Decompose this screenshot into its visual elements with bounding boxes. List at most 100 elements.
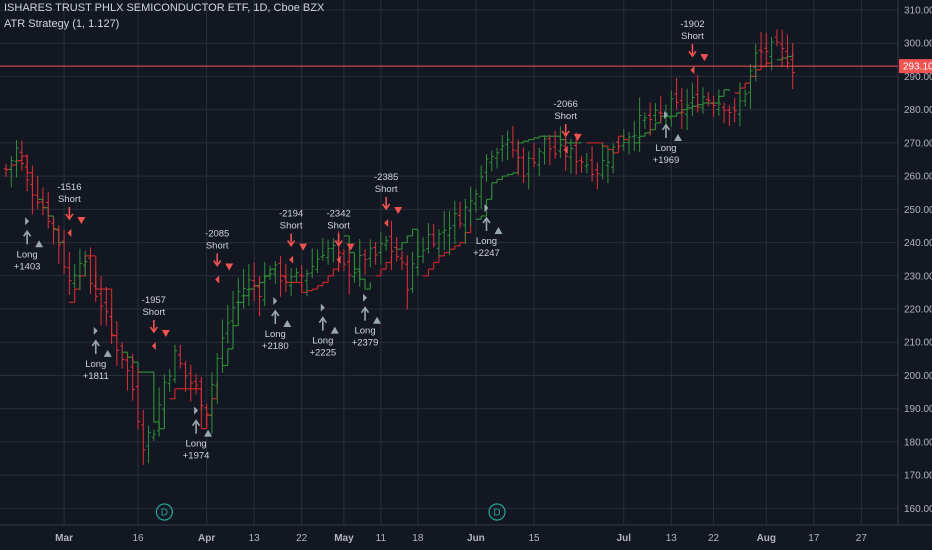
exit-flag-icon bbox=[151, 341, 156, 350]
x-tick-label: Jul bbox=[617, 533, 632, 544]
short-triangle-icon bbox=[394, 207, 403, 215]
long-arrowhead-icon bbox=[91, 339, 100, 347]
short-signal-loss: -1516 bbox=[57, 182, 81, 193]
long-arrowhead-icon bbox=[360, 306, 370, 314]
entry-flag-icon bbox=[320, 303, 325, 312]
dividend-marker[interactable]: D bbox=[488, 503, 506, 521]
y-tick-label: 170.00 bbox=[904, 471, 932, 482]
dividend-label: D bbox=[493, 508, 500, 519]
long-signal-profit: +2180 bbox=[262, 341, 289, 352]
long-signal[interactable]: Long+2379 bbox=[352, 293, 382, 349]
x-tick-label: 17 bbox=[808, 533, 820, 544]
long-signal-label: Long bbox=[476, 236, 497, 247]
indicator-title[interactable]: ATR Strategy (1, 1.127) bbox=[4, 18, 120, 30]
entry-flag-icon bbox=[93, 326, 98, 335]
long-triangle-icon bbox=[494, 226, 503, 234]
long-signal-profit: +1811 bbox=[83, 371, 109, 382]
x-tick-label: 13 bbox=[666, 533, 678, 544]
long-arrowhead-icon bbox=[318, 316, 327, 324]
y-tick-label: 270.00 bbox=[904, 138, 932, 149]
long-arrowhead-icon bbox=[191, 419, 201, 427]
long-triangle-icon bbox=[674, 133, 682, 141]
ohlc-bars bbox=[3, 29, 795, 465]
x-tick-label: 15 bbox=[528, 533, 540, 544]
long-arrowhead-icon bbox=[271, 309, 280, 317]
price-axis[interactable]: 160.00 170.00 180.00 190.00 200.00 210.00 220.… bbox=[897, 0, 932, 550]
long-triangle-icon bbox=[283, 320, 292, 328]
exit-flag-icon bbox=[563, 145, 568, 154]
long-signal[interactable]: Long+2180 bbox=[262, 297, 292, 352]
x-tick-label: May bbox=[334, 533, 354, 544]
x-tick-label: 18 bbox=[412, 533, 424, 544]
long-signal-label: Long bbox=[186, 439, 207, 450]
dividend-marker[interactable]: D bbox=[155, 503, 173, 521]
long-triangle-icon bbox=[103, 349, 112, 357]
short-triangle-icon bbox=[346, 243, 355, 251]
dividend-circle-icon bbox=[488, 503, 506, 521]
long-signal[interactable]: Long+1811 bbox=[83, 326, 112, 382]
short-signal-label: Short bbox=[280, 221, 303, 232]
y-tick-label: 250.00 bbox=[904, 205, 932, 216]
long-signal-profit: +2247 bbox=[473, 248, 500, 259]
y-tick-label: 260.00 bbox=[904, 172, 932, 183]
long-signal[interactable]: Long+2225 bbox=[309, 303, 339, 359]
long-signal[interactable]: Long+2247 bbox=[473, 203, 503, 259]
time-axis[interactable]: Mar 16 Apr 13 22 May 11 18 Jun 15 Jul 13 22 Aug 17 27 bbox=[0, 524, 932, 550]
dividend-circle-icon bbox=[155, 503, 173, 521]
long-triangle-icon bbox=[373, 316, 382, 324]
long-signal[interactable]: Long+1403 bbox=[14, 217, 44, 272]
long-triangle-icon bbox=[204, 429, 213, 437]
short-signal-loss: -1902 bbox=[680, 19, 704, 30]
y-tick-label: 240.00 bbox=[904, 238, 932, 249]
short-signal-label: Short bbox=[375, 184, 398, 195]
long-arrowhead-icon bbox=[482, 216, 491, 224]
y-tick-label: 230.00 bbox=[904, 271, 932, 282]
long-triangle-icon bbox=[330, 326, 339, 334]
price-axis-bg bbox=[898, 0, 932, 550]
x-tick-label: 16 bbox=[132, 533, 144, 544]
short-arrowhead-icon bbox=[334, 240, 343, 247]
exit-flag-icon bbox=[215, 275, 220, 284]
long-signal-profit: +1403 bbox=[14, 261, 41, 272]
short-arrowhead-icon bbox=[382, 203, 391, 211]
last-price-badge bbox=[899, 59, 932, 74]
y-tick-label: 290.00 bbox=[904, 72, 932, 83]
trade-signals[interactable]: Long+1403-1516ShortLong+1811-1957ShortLo… bbox=[14, 19, 709, 462]
x-tick-label: 11 bbox=[376, 533, 387, 544]
short-triangle-icon bbox=[77, 216, 86, 224]
short-triangle-icon bbox=[299, 243, 308, 251]
y-tick-label: 300.00 bbox=[904, 39, 932, 50]
short-triangle-icon bbox=[161, 329, 170, 337]
x-tick-label: Jun bbox=[467, 533, 485, 544]
long-arrowhead-icon bbox=[661, 123, 671, 131]
symbol-title[interactable]: ISHARES TRUST PHLX SEMICONDUCTOR ETF, 1D… bbox=[4, 2, 325, 14]
short-arrowhead-icon bbox=[149, 326, 158, 334]
long-triangle-icon bbox=[35, 240, 44, 248]
short-triangle-icon bbox=[700, 54, 709, 62]
short-arrowhead-icon bbox=[286, 240, 296, 247]
exit-flag-icon bbox=[289, 255, 294, 264]
short-signal-label: Short bbox=[206, 241, 229, 252]
long-signal[interactable]: Long+1969 bbox=[653, 110, 682, 166]
short-signal-loss: -2194 bbox=[279, 209, 303, 220]
dividend-label: D bbox=[161, 508, 168, 519]
long-signal[interactable]: Long+1974 bbox=[183, 406, 213, 462]
long-signal-profit: +1969 bbox=[653, 155, 680, 166]
entry-flag-icon bbox=[194, 406, 199, 415]
x-tick-label: 13 bbox=[249, 533, 261, 544]
short-triangle-icon bbox=[573, 133, 582, 141]
x-tick-label: 22 bbox=[296, 533, 308, 544]
time-axis-bg bbox=[0, 525, 932, 550]
short-signal-label: Short bbox=[327, 221, 350, 232]
entry-flag-icon bbox=[25, 217, 30, 226]
